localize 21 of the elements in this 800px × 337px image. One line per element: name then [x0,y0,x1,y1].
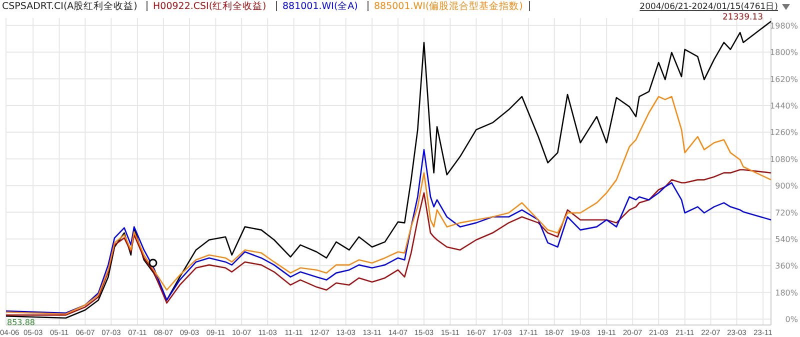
y-tick-label: 720% [775,208,798,218]
y-tick-label: 1800% [770,48,798,58]
y-tick-label: 1080% [770,154,798,164]
y-tick-label: 360% [775,262,798,271]
y-tick-label: 1980% [770,21,798,30]
y-tick-label: 540% [775,234,798,244]
y-tick-label: 900% [775,182,798,191]
annotation: 21339.13 [722,12,763,22]
text: 885001.WI(偏股混合型基金指数) [374,0,523,12]
y-tick-label: 1260% [770,128,798,138]
y-tick-label: 1440% [770,102,798,110]
text: 2004/06/21-2024/01/15(4761日) [640,2,778,12]
text: CSPSADRT.CI(A股红利全收益) [2,0,138,12]
y-tick-label: 1620% [770,74,798,84]
y-tick-label: 180% [775,288,798,298]
line-series [5,96,772,315]
y-tick-label: 0% [785,315,798,324]
text: H00922.CSI(红利全收益) [153,0,266,12]
text: 881001.WI(全A) [282,0,358,12]
annotation: 853.88 [7,318,35,328]
line-series [5,20,772,319]
